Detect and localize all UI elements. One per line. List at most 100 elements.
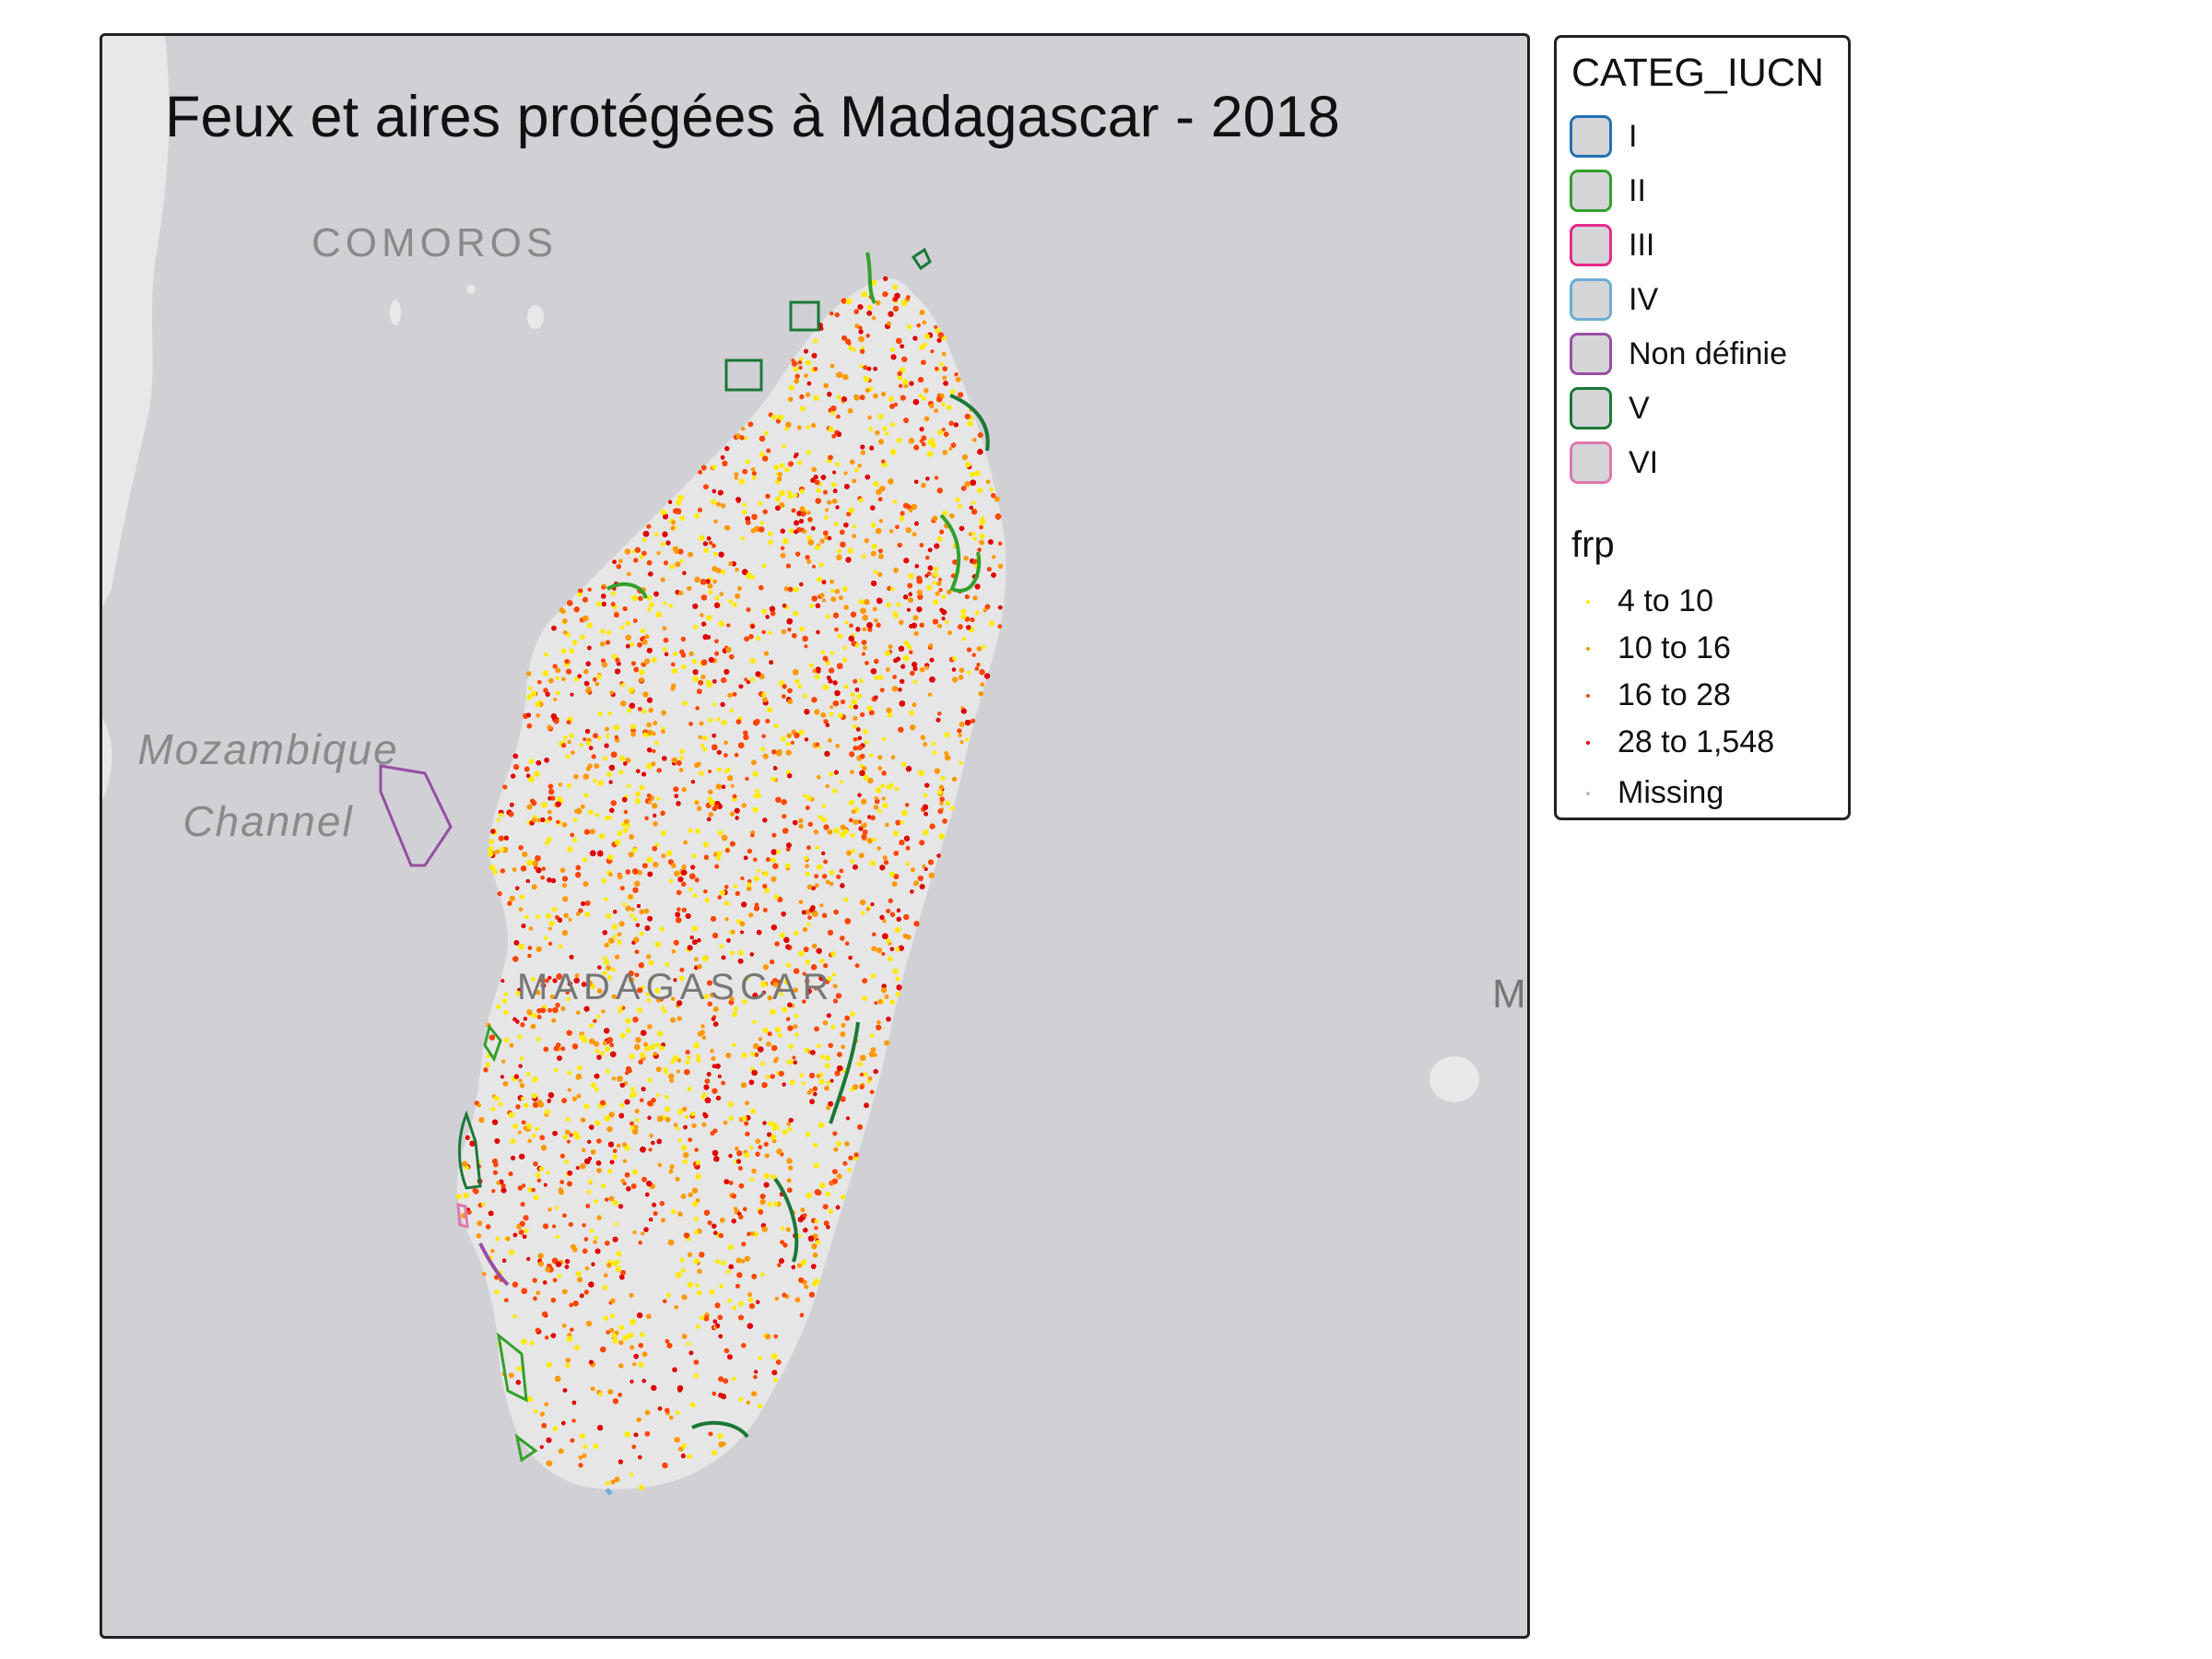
- fire-point: [551, 625, 557, 631]
- fire-point: [853, 715, 858, 722]
- fire-point: [879, 914, 885, 920]
- fire-point: [495, 1236, 500, 1241]
- fire-point: [850, 692, 855, 698]
- fire-point: [900, 678, 905, 684]
- fire-point: [925, 477, 930, 481]
- fire-point: [934, 324, 938, 329]
- fire-point: [689, 935, 694, 940]
- fire-point: [877, 571, 883, 577]
- fire-point: [575, 872, 582, 878]
- fire-point: [957, 624, 963, 630]
- fire-point: [676, 1069, 680, 1074]
- fire-point: [503, 835, 510, 841]
- fire-point: [852, 724, 858, 729]
- fire-point: [740, 930, 744, 935]
- fire-point: [670, 662, 676, 667]
- fire-point: [693, 1359, 700, 1365]
- fire-point: [673, 652, 678, 656]
- fire-point: [861, 640, 867, 645]
- fire-point: [571, 1043, 579, 1050]
- fire-point: [749, 677, 755, 682]
- comoros-island: [527, 305, 544, 329]
- fire-point: [618, 941, 622, 946]
- fire-point: [552, 1277, 558, 1283]
- fire-point: [512, 1281, 519, 1288]
- fire-point: [677, 1446, 684, 1452]
- fire-point: [752, 806, 759, 813]
- fire-point: [809, 1099, 815, 1105]
- fire-point: [708, 770, 712, 773]
- fire-point: [605, 640, 611, 645]
- fire-point: [835, 505, 840, 510]
- fire-point: [638, 1361, 644, 1368]
- fire-point: [612, 559, 617, 564]
- fire-point: [594, 1087, 599, 1092]
- fire-point: [593, 1240, 597, 1244]
- fire-point: [717, 1074, 722, 1078]
- fire-point: [591, 754, 596, 759]
- fire-point: [638, 1343, 644, 1348]
- fire-point: [833, 1147, 839, 1152]
- fire-point: [939, 801, 944, 806]
- fire-point: [535, 1126, 539, 1132]
- fire-point: [495, 849, 500, 854]
- fire-point: [571, 1418, 576, 1423]
- fire-point: [908, 572, 914, 580]
- fire-point: [798, 357, 804, 362]
- fire-point: [688, 722, 693, 726]
- fire-point: [958, 392, 964, 398]
- fire-point: [941, 351, 947, 357]
- fire-point: [518, 907, 524, 912]
- fire-point: [968, 532, 973, 536]
- fire-point: [525, 671, 532, 677]
- fire-point: [601, 1009, 606, 1014]
- fire-point: [703, 888, 708, 894]
- fire-point: [614, 735, 619, 739]
- fire-point: [649, 1218, 653, 1222]
- fire-point: [731, 1218, 736, 1224]
- fire-point: [812, 564, 816, 569]
- fire-point: [779, 501, 785, 509]
- fire-point: [544, 757, 549, 763]
- fire-point: [848, 345, 853, 351]
- fire-point: [844, 1141, 850, 1147]
- fire-point: [663, 601, 667, 606]
- fire-point: [763, 1141, 769, 1147]
- fire-point: [684, 1114, 689, 1120]
- fire-point: [770, 1074, 775, 1079]
- fire-point: [799, 626, 806, 632]
- fire-point: [946, 589, 952, 595]
- fire-point: [727, 692, 733, 699]
- fire-point: [702, 541, 709, 547]
- fire-point: [790, 740, 795, 745]
- fire-point: [562, 896, 569, 902]
- fire-point: [867, 815, 872, 819]
- fire-point: [604, 743, 609, 748]
- fire-point: [687, 945, 693, 951]
- fire-point: [512, 1232, 518, 1238]
- fire-point: [838, 594, 844, 601]
- fire-point: [850, 1011, 855, 1017]
- fire-point: [867, 627, 873, 632]
- fire-point: [611, 924, 618, 930]
- fire-point: [863, 1072, 868, 1077]
- fire-point: [643, 1227, 649, 1232]
- fire-point: [780, 552, 786, 559]
- fire-point: [798, 365, 803, 371]
- fire-point: [673, 978, 677, 982]
- fire-point: [979, 519, 986, 525]
- fire-point: [974, 470, 981, 477]
- fire-point: [810, 525, 816, 531]
- fire-point: [567, 1170, 573, 1176]
- fire-point: [614, 1477, 620, 1483]
- fire-point: [567, 1333, 572, 1338]
- fire-point: [888, 395, 895, 402]
- fire-point: [637, 706, 642, 712]
- fire-point: [694, 877, 700, 883]
- fire-point: [619, 886, 625, 891]
- fire-point: [668, 604, 674, 608]
- fire-point: [571, 1096, 578, 1101]
- fire-point: [587, 1139, 592, 1145]
- fire-point: [742, 468, 748, 475]
- fire-point: [605, 726, 609, 732]
